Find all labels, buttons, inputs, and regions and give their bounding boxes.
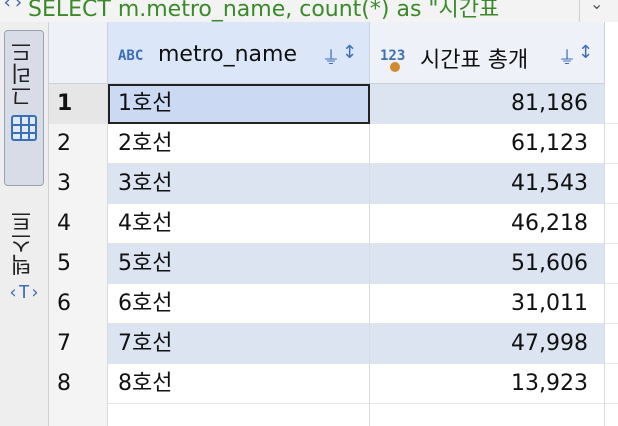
query-bar: ‹› SELECT m.metro_name, count(*) as "시간표… (0, 0, 618, 23)
metro-name-cell[interactable]: 7호선 (108, 324, 370, 364)
count-cell[interactable]: 46,218 (370, 204, 605, 244)
row-number-header (49, 22, 108, 84)
filter-icon[interactable]: ⏚ (558, 48, 576, 69)
metro-name-cell[interactable]: 8호선 (108, 364, 370, 404)
table-row[interactable]: 7 7호선 47,998 (49, 324, 618, 364)
empty-cell (370, 404, 605, 426)
count-cell[interactable]: 13,923 (370, 364, 605, 404)
number-type-icon: 123 (380, 48, 406, 64)
text-icon: ‹T› (7, 282, 41, 303)
table-row[interactable]: 1 1호선 81,186 (49, 84, 618, 124)
metro-name-cell[interactable]: 1호선 (108, 84, 370, 124)
row-number: 4 (49, 204, 108, 244)
empty-row (49, 404, 618, 426)
tab-grid[interactable]: 그리드 (4, 30, 44, 186)
row-number: 5 (49, 244, 108, 284)
sql-icon: ‹› (2, 0, 24, 13)
count-cell[interactable]: 51,606 (370, 244, 605, 284)
column-name: metro_name (158, 42, 298, 67)
count-cell[interactable]: 81,186 (370, 84, 605, 124)
count-cell[interactable]: 41,543 (370, 164, 605, 204)
count-cell[interactable]: 61,123 (370, 124, 605, 164)
row-number: 7 (49, 324, 108, 364)
tab-grid-label: 그리드 (11, 41, 36, 107)
count-cell[interactable]: 47,998 (370, 324, 605, 364)
sort-icon[interactable]: ↕ (342, 42, 358, 63)
column-header-metro-name[interactable]: ABC metro_name ⏚ ↕ (108, 22, 370, 84)
column-name: 시간표 총개 (420, 48, 529, 73)
row-number-empty (49, 404, 108, 426)
row-number: 6 (49, 284, 108, 324)
result-grid: ABC metro_name ⏚ ↕ 123 시간표 총개 ⏚ ↕ 1 1호선 … (49, 22, 618, 426)
table-row[interactable]: 2 2호선 61,123 (49, 124, 618, 164)
metro-name-cell[interactable]: 6호선 (108, 284, 370, 324)
table-row[interactable]: 5 5호선 51,606 (49, 244, 618, 284)
row-number: 2 (49, 124, 108, 164)
metro-name-cell[interactable]: 4호선 (108, 204, 370, 244)
key-dot-icon (390, 62, 400, 72)
filter-icon[interactable]: ⏚ (322, 48, 340, 69)
row-number: 8 (49, 364, 108, 404)
table-row[interactable]: 6 6호선 31,011 (49, 284, 618, 324)
metro-name-cell[interactable]: 5호선 (108, 244, 370, 284)
chevron-icon: ⌄ (590, 0, 604, 13)
sort-icon[interactable]: ↕ (578, 42, 594, 63)
metro-name-cell[interactable]: 2호선 (108, 124, 370, 164)
grid-icon (11, 115, 37, 141)
text-type-icon: ABC (118, 48, 144, 64)
row-number: 3 (49, 164, 108, 204)
count-cell[interactable]: 31,011 (370, 284, 605, 324)
tab-text[interactable]: 텍스트 ‹T› (4, 200, 44, 320)
column-header-count[interactable]: 123 시간표 총개 ⏚ ↕ (370, 22, 605, 84)
metro-name-cell[interactable]: 3호선 (108, 164, 370, 204)
panel-toggle-button[interactable]: ⌄ (579, 0, 618, 22)
view-mode-panel: 그리드 텍스트 ‹T› (0, 22, 49, 426)
query-text[interactable]: SELECT m.metro_name, count(*) as "시간표 (28, 0, 500, 22)
empty-cell (108, 404, 370, 426)
table-row[interactable]: 3 3호선 41,543 (49, 164, 618, 204)
tab-text-label: 텍스트 (11, 210, 36, 276)
row-number: 1 (49, 84, 108, 124)
table-row[interactable]: 8 8호선 13,923 (49, 364, 618, 404)
table-row[interactable]: 4 4호선 46,218 (49, 204, 618, 244)
